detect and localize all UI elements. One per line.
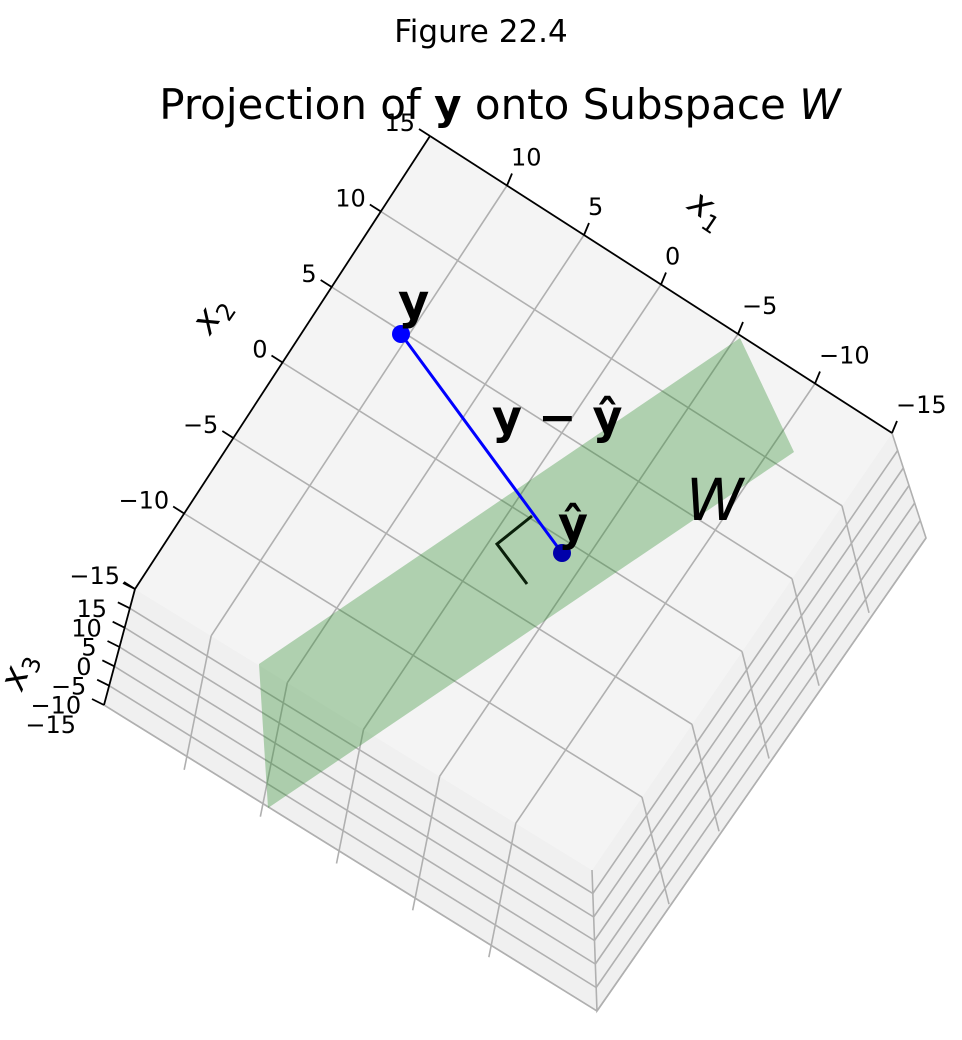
x1-tick-label: 10 bbox=[511, 144, 542, 172]
x3-tick bbox=[107, 640, 120, 648]
x2-tick-label: −15 bbox=[69, 562, 120, 590]
x2-tick-label: 15 bbox=[384, 109, 415, 137]
x1-tick bbox=[814, 371, 821, 384]
title-prefix: Projection of bbox=[159, 80, 435, 129]
x2-tick-label: 0 bbox=[252, 336, 267, 364]
front-pane bbox=[104, 589, 597, 1011]
pane-edge bbox=[591, 432, 927, 1014]
title-subspace: W bbox=[799, 80, 841, 129]
chart-title: Projection of y onto Subspace W bbox=[0, 80, 962, 129]
x3-axis-label: x3 bbox=[0, 647, 48, 698]
residual-vector bbox=[399, 333, 564, 554]
x2-tick-label: 5 bbox=[301, 260, 316, 288]
x3-tick-label: 15 bbox=[76, 595, 107, 623]
x1-tick bbox=[583, 222, 590, 236]
pane-edge bbox=[103, 704, 598, 1012]
grid-line bbox=[411, 776, 441, 911]
x2-tick bbox=[172, 505, 185, 515]
point-y-hat bbox=[553, 544, 571, 562]
grid-line bbox=[691, 724, 720, 832]
x1-tick bbox=[737, 321, 744, 335]
x2-tick bbox=[271, 354, 283, 364]
x2-tick bbox=[369, 203, 382, 213]
x2-tick bbox=[221, 430, 234, 439]
x2-tick-label: 10 bbox=[335, 185, 366, 213]
grid-line bbox=[183, 635, 212, 770]
figure-label: Figure 22.4 bbox=[394, 14, 568, 50]
grid-line bbox=[335, 729, 365, 864]
right-angle-marker bbox=[494, 514, 533, 585]
grid-line bbox=[488, 823, 517, 958]
residual-label: y − ŷ bbox=[492, 390, 623, 444]
x3-tick-label: −15 bbox=[25, 711, 76, 739]
x1-tick-label: 5 bbox=[588, 193, 603, 221]
title-vector: y bbox=[434, 80, 462, 129]
grid-line bbox=[741, 651, 770, 759]
x3-tick-label: 10 bbox=[71, 614, 102, 642]
x3-tick-label: −10 bbox=[31, 692, 82, 720]
point-y-label: y bbox=[398, 274, 429, 330]
grid-line bbox=[841, 505, 870, 614]
x3-tick bbox=[112, 620, 126, 629]
x1-tick-label: 0 bbox=[665, 243, 680, 271]
grid-line bbox=[259, 682, 289, 817]
grid-line bbox=[641, 796, 670, 905]
x3-tick bbox=[117, 601, 131, 610]
x1-tick-label: −5 bbox=[742, 292, 777, 320]
vector-layer bbox=[392, 325, 571, 585]
x3-tick-label: −5 bbox=[51, 672, 86, 700]
x1-tick bbox=[506, 173, 513, 186]
x1-tick bbox=[660, 272, 667, 285]
plane-w-label: W bbox=[686, 466, 746, 534]
x3-tick bbox=[96, 678, 110, 687]
subspace-plane-w bbox=[259, 338, 794, 808]
x1-tick bbox=[891, 420, 898, 434]
x3-tick bbox=[101, 659, 115, 668]
top-pane bbox=[135, 136, 892, 870]
x3-tick bbox=[122, 582, 136, 590]
tick-marks bbox=[91, 128, 898, 706]
grid-line bbox=[183, 512, 643, 798]
x2-tick-label: −10 bbox=[119, 487, 170, 515]
x1-tick-label: −15 bbox=[896, 391, 947, 419]
x1-axis-label: x1 bbox=[677, 181, 734, 240]
grid-line bbox=[595, 520, 921, 988]
point-y bbox=[392, 325, 410, 343]
x2-axis-label: x2 bbox=[183, 288, 242, 345]
x3-tick-label: 0 bbox=[76, 653, 91, 681]
x3-tick bbox=[91, 698, 105, 706]
title-middle: onto Subspace bbox=[461, 80, 800, 129]
point-y-hat-label: ŷ bbox=[558, 497, 588, 551]
x1-tick-label: −10 bbox=[819, 342, 870, 370]
x3-tick-label: 5 bbox=[81, 634, 96, 662]
x2-tick bbox=[418, 128, 431, 137]
subspace-plane-layer bbox=[259, 338, 794, 808]
grid-line bbox=[791, 578, 820, 686]
x2-tick bbox=[320, 279, 333, 288]
x2-tick-label: −5 bbox=[183, 411, 218, 439]
